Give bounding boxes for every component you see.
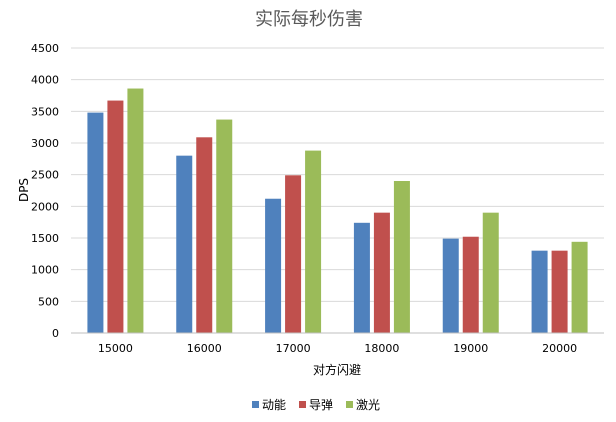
bar-导弹-18000 <box>373 212 390 333</box>
bar-动能-15000 <box>87 112 104 333</box>
y-axis-ticks: 0 500 1000 1500 2000 2500 3000 3500 4000 4500 <box>31 42 59 340</box>
y-tick-label: 2500 <box>31 169 59 182</box>
legend-swatch-导弹 <box>299 401 306 408</box>
bar-激光-15000 <box>127 88 144 334</box>
bar-激光-16000 <box>216 119 233 333</box>
x-tick-label: 15000 <box>98 342 133 355</box>
legend-label: 动能 <box>262 398 286 412</box>
bar-激光-20000 <box>571 241 588 333</box>
bar-激光-17000 <box>305 150 322 333</box>
bar-导弹-19000 <box>462 236 479 333</box>
x-axis-ticks: 15000 16000 17000 18000 19000 20000 <box>98 342 577 355</box>
chart-title: 实际每秒伤害 <box>255 9 363 30</box>
y-tick-label: 1500 <box>31 232 59 245</box>
y-tick-label: 500 <box>38 295 59 308</box>
bar-动能-18000 <box>353 222 370 333</box>
x-tick-label: 20000 <box>542 342 577 355</box>
y-tick-label: 4500 <box>31 42 59 55</box>
bar-动能-16000 <box>176 155 193 333</box>
y-tick-label: 3000 <box>31 137 59 150</box>
x-axis-title: 对方闪避 <box>313 362 361 377</box>
legend: 动能 导弹 激光 <box>252 398 380 412</box>
bar-导弹-17000 <box>285 175 302 333</box>
bar-动能-19000 <box>442 238 459 333</box>
legend-swatch-激光 <box>346 401 353 408</box>
y-tick-label: 1000 <box>31 264 59 277</box>
bar-动能-17000 <box>265 198 282 333</box>
y-tick-label: 4000 <box>31 74 59 87</box>
legend-swatch-动能 <box>252 401 259 408</box>
bar-导弹-16000 <box>196 137 213 333</box>
bar-激光-19000 <box>482 212 499 333</box>
x-tick-label: 18000 <box>364 342 399 355</box>
x-tick-label: 17000 <box>276 342 311 355</box>
bars <box>87 88 588 334</box>
y-axis-title: DPS <box>17 178 31 202</box>
x-tick-label: 19000 <box>453 342 488 355</box>
y-tick-label: 2000 <box>31 200 59 213</box>
bar-激光-18000 <box>393 181 410 333</box>
y-tick-label: 3500 <box>31 105 59 118</box>
x-tick-label: 16000 <box>187 342 222 355</box>
bar-导弹-15000 <box>107 100 124 333</box>
gridlines <box>71 47 604 302</box>
legend-label: 激光 <box>356 398 380 412</box>
y-tick-label: 0 <box>52 327 59 340</box>
legend-label: 导弹 <box>309 398 333 412</box>
bar-导弹-20000 <box>551 250 568 333</box>
bar-动能-20000 <box>531 250 548 333</box>
